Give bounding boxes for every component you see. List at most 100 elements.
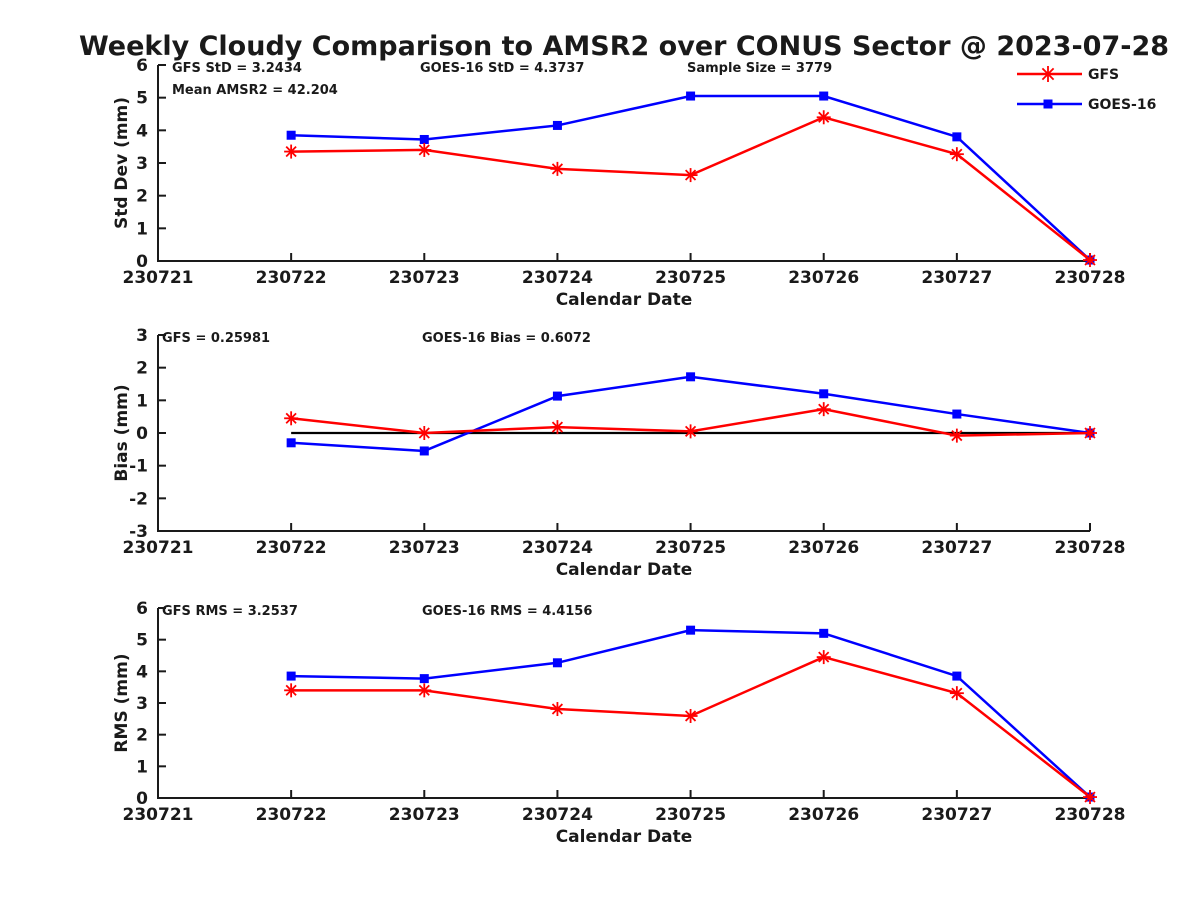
data-point-asterisk-marker: [1083, 426, 1097, 440]
x-tick-label: 230724: [522, 805, 593, 825]
x-tick-label: 230726: [788, 538, 859, 558]
data-point-square-marker: [686, 625, 696, 635]
data-point-square-marker: [952, 132, 962, 142]
data-point-asterisk-marker: [1083, 790, 1097, 805]
y-tick-label: 2: [136, 187, 148, 207]
x-tick-label: 230728: [1055, 805, 1126, 825]
figure-title: Weekly Cloudy Comparison to AMSR2 over C…: [79, 31, 1169, 62]
chart-annotation: GFS StD = 3.2434: [172, 61, 302, 76]
legend-gfs-label: GFS: [1088, 67, 1119, 83]
x-tick-label: 230727: [921, 538, 992, 558]
y-tick-label: 4: [136, 121, 148, 141]
x-axis-label: Calendar Date: [556, 560, 693, 580]
data-point-square-marker: [286, 438, 296, 448]
legend-goes16-square-icon: [1043, 99, 1053, 109]
data-point-asterisk-marker: [683, 424, 698, 439]
x-tick-label: 230722: [256, 268, 327, 288]
data-point-square-marker: [552, 391, 562, 401]
chart-annotation: GFS RMS = 3.2537: [162, 604, 298, 619]
x-tick-label: 230724: [522, 538, 593, 558]
y-tick-label: 2: [136, 726, 148, 746]
x-tick-label: 230723: [389, 805, 460, 825]
x-tick-label: 230722: [256, 805, 327, 825]
data-point-asterisk-marker: [949, 686, 964, 701]
x-tick-label: 230721: [123, 538, 194, 558]
y-tick-label: 3: [136, 694, 148, 714]
data-point-asterisk-marker: [683, 708, 698, 723]
data-point-square-marker: [686, 372, 696, 382]
data-point-asterisk-marker: [417, 426, 432, 440]
data-point-square-marker: [952, 409, 962, 419]
data-point-square-marker: [286, 671, 296, 681]
data-point-asterisk-marker: [417, 142, 432, 157]
legend: GFS GOES-16: [1017, 66, 1156, 113]
data-point-asterisk-marker: [816, 110, 831, 125]
y-tick-label: 0: [136, 789, 148, 809]
y-axis-label: RMS (mm): [112, 653, 132, 752]
data-point-square-marker: [286, 130, 296, 140]
legend-gfs-asterisk-icon: [1040, 66, 1056, 82]
y-tick-label: 6: [136, 56, 148, 76]
y-tick-label: 4: [136, 662, 148, 682]
chart-annotation: Mean AMSR2 = 42.204: [172, 83, 338, 98]
data-point-square-marker: [952, 671, 962, 681]
x-axis-label: Calendar Date: [556, 290, 693, 310]
x-tick-label: 230728: [1055, 268, 1126, 288]
chart-annotation: GOES-16 RMS = 4.4156: [422, 604, 592, 619]
x-tick-label: 230727: [921, 805, 992, 825]
y-axis-label: Bias (mm): [112, 384, 132, 481]
series-line-goes-16: [291, 375, 1091, 453]
y-tick-label: 5: [136, 631, 148, 651]
x-tick-label: 230723: [389, 268, 460, 288]
y-tick-label: 3: [136, 326, 148, 346]
y-tick-label: 3: [136, 154, 148, 174]
x-tick-label: 230728: [1055, 538, 1126, 558]
chart-annotation: GOES-16 Bias = 0.6072: [422, 331, 591, 346]
x-tick-label: 230727: [921, 268, 992, 288]
y-tick-label: 1: [136, 757, 148, 777]
data-point-square-marker: [552, 120, 562, 130]
chart-std-dev: 0 1 2 3 4 5 6 230721 230722 230723 230724 230725 230…: [112, 56, 1125, 310]
y-tick-label: 2: [136, 359, 148, 379]
y-tick-label: 1: [136, 391, 148, 411]
data-point-square-marker: [686, 91, 696, 101]
legend-goes16-label: GOES-16: [1088, 97, 1156, 113]
data-point-square-marker: [552, 658, 562, 668]
chart-annotation: GOES-16 StD = 4.3737: [420, 61, 584, 76]
x-tick-label: 230725: [655, 805, 726, 825]
data-point-asterisk-marker: [284, 411, 299, 426]
data-point-asterisk-marker: [550, 702, 565, 717]
y-tick-label: -3: [129, 522, 148, 542]
x-tick-label: 230725: [655, 538, 726, 558]
data-point-square-marker: [819, 628, 829, 638]
y-tick-label: -2: [129, 489, 148, 509]
data-point-asterisk-marker: [550, 420, 565, 435]
chart-rms: 0 1 2 3 4 5 6 230721 230722 230723 230724 230725 230…: [112, 599, 1125, 847]
x-tick-label: 230721: [123, 805, 194, 825]
x-tick-label: 230725: [655, 268, 726, 288]
data-point-asterisk-marker: [417, 683, 432, 698]
x-tick-label: 230721: [123, 268, 194, 288]
data-point-asterisk-marker: [816, 402, 831, 417]
y-tick-label: -1: [129, 457, 148, 477]
data-point-square-marker: [419, 134, 429, 144]
data-point-asterisk-marker: [1083, 253, 1097, 268]
data-point-asterisk-marker: [284, 683, 299, 698]
y-tick-label: 1: [136, 219, 148, 239]
chart-annotation: GFS = 0.25981: [162, 331, 270, 346]
data-point-asterisk-marker: [284, 144, 299, 159]
data-point-square-marker: [819, 389, 829, 399]
y-axis-label: Std Dev (mm): [112, 97, 132, 229]
x-tick-label: 230726: [788, 268, 859, 288]
y-tick-label: 0: [136, 424, 148, 444]
data-point-asterisk-marker: [816, 650, 831, 665]
data-point-asterisk-marker: [683, 168, 698, 183]
x-tick-label: 230723: [389, 538, 460, 558]
chart-bias: -3 -2 -1 0 1 2 3 230721 230722 230723 230724 230725…: [112, 326, 1125, 580]
y-tick-label: 5: [136, 89, 148, 109]
chart-annotation: Sample Size = 3779: [687, 61, 832, 76]
x-tick-label: 230722: [256, 538, 327, 558]
data-point-asterisk-marker: [949, 147, 964, 162]
